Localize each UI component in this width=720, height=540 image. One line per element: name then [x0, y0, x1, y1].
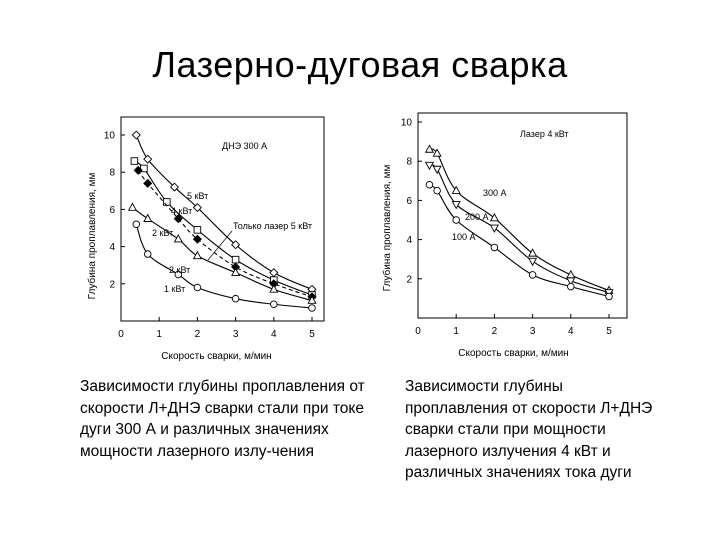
x-tick-label: 1: [156, 329, 162, 340]
x-axis-label: Скорость сварки, м/мин: [458, 348, 568, 359]
data-point: [528, 257, 538, 267]
data-point: [489, 213, 499, 222]
y-axis-label: Глубина проплавления, мм: [381, 165, 393, 292]
data-point: [192, 203, 202, 213]
y-tick-label: 6: [406, 196, 412, 207]
series-label-200a: 200 А: [465, 212, 489, 222]
x-tick-label: 4: [271, 329, 277, 340]
chart-left: 0 1 2 3 4 5 2 4 6 8 10 Скорость сварки, м/мин Глубин…: [86, 116, 325, 362]
series-label-100a: 100 А: [452, 232, 476, 242]
plot-frame: [417, 112, 628, 319]
data-point: [452, 216, 460, 224]
data-point: [528, 271, 537, 279]
data-point: [192, 234, 202, 244]
y-tick-label: 10: [104, 131, 116, 142]
x-tick-label: 5: [309, 329, 315, 340]
x-tick-label: 0: [118, 329, 124, 340]
y-tick-label: 10: [401, 118, 413, 129]
annotation-dne: ДНЭ 300 А: [222, 141, 267, 151]
y-tick-label: 6: [109, 205, 115, 216]
y-tick-label: 4: [406, 235, 412, 246]
caption-right: Зависимости глубины проплавления от скор…: [405, 378, 653, 481]
data-point: [432, 165, 442, 175]
data-point: [173, 214, 183, 224]
data-point: [231, 267, 241, 276]
x-axis-label: Скорость сварки, м/мин: [161, 351, 271, 362]
data-point: [133, 165, 143, 175]
data-point: [127, 202, 138, 211]
series-line: [429, 164, 610, 294]
data-point: [433, 186, 441, 195]
x-tick-label: 3: [233, 329, 239, 340]
data-point: [451, 201, 461, 210]
slide-title: Лазерно-дуговая сварка: [152, 44, 568, 85]
caption-left: Зависимости глубины проплавления от скор…: [80, 378, 365, 460]
data-point: [451, 185, 461, 194]
data-point: [528, 248, 538, 257]
y-tick-label: 8: [406, 157, 412, 168]
series-label-5kw: 5 кВт: [187, 191, 208, 201]
annotation-laser-only: Только лазер 5 кВт: [233, 221, 312, 231]
data-point: [308, 304, 316, 312]
data-point: [169, 182, 180, 192]
data-point: [490, 243, 499, 252]
data-point: [605, 292, 613, 301]
data-point: [131, 130, 141, 140]
plot-frame: [120, 116, 325, 322]
data-point: [143, 154, 153, 164]
data-point: [143, 250, 152, 258]
data-point: [432, 148, 442, 157]
y-tick-label: 8: [109, 168, 115, 179]
data-point: [143, 178, 153, 188]
data-point: [192, 250, 202, 260]
data-point: [130, 157, 139, 165]
y-tick-label: 4: [109, 242, 115, 253]
x-tick-label: 3: [530, 326, 536, 337]
data-point: [424, 144, 435, 153]
x-tick-label: 0: [415, 326, 421, 337]
data-point: [269, 284, 279, 293]
data-point: [174, 270, 183, 279]
series-label-300a: 300 А: [483, 188, 507, 198]
data-point: [270, 300, 278, 309]
data-point: [193, 226, 202, 234]
x-tick-label: 4: [568, 326, 574, 337]
data-point: [566, 269, 576, 279]
series-label-4kw: 4 кВт: [171, 206, 192, 216]
data-point: [132, 220, 141, 229]
annotation-laser-4kw: Лазер 4 кВт: [520, 129, 569, 139]
x-tick-label: 1: [453, 326, 459, 337]
data-point: [566, 277, 576, 286]
y-tick-label: 2: [406, 274, 412, 285]
series-label-2kw-lower: 2 кВт: [169, 265, 190, 275]
y-tick-label: 2: [109, 279, 115, 290]
data-point: [307, 295, 317, 304]
data-point: [567, 282, 575, 291]
chart-right: 0 1 2 3 4 5 2 4 6 8 10 Скорость сварки, м/мин Глубин…: [381, 112, 628, 359]
data-point: [193, 283, 202, 292]
data-point: [143, 213, 153, 222]
x-tick-label: 5: [606, 326, 612, 337]
data-point: [173, 234, 183, 243]
label-leader: [207, 230, 233, 261]
data-point: [424, 161, 435, 171]
data-point: [231, 294, 240, 303]
series-label-2kw-upper: 2 кВт: [152, 228, 173, 238]
series-label-1kw: 1 кВт: [164, 284, 185, 294]
data-point: [231, 240, 241, 250]
x-tick-label: 2: [492, 326, 498, 337]
y-axis-label: Глубина проплавления, мм: [86, 173, 98, 300]
x-tick-label: 2: [195, 329, 201, 340]
data-point: [425, 180, 434, 189]
data-point: [489, 224, 499, 233]
